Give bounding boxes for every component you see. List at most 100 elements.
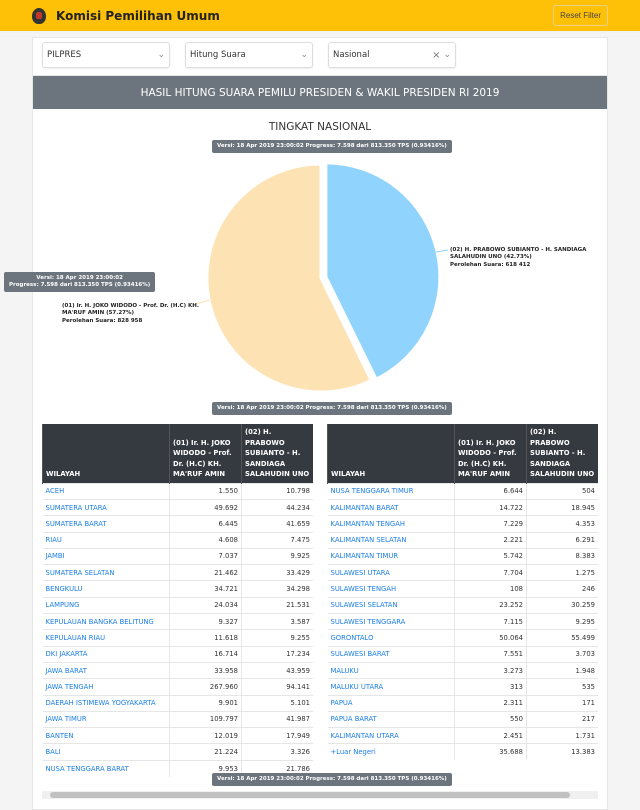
region-link[interactable]: KEPULAUAN RIAU	[42, 629, 170, 647]
vote-cell: 2.451	[454, 727, 527, 744]
vote-cell: 21.224	[169, 743, 242, 761]
table-row: NUSA TENGGARA BARAT 9.953 21.786	[42, 759, 313, 777]
vote-cell: 44.234	[241, 498, 313, 516]
table-row: RIAU 4.608 7.475	[42, 531, 313, 549]
region-link[interactable]: PAPUA BARAT	[327, 710, 455, 728]
table-row: MALUKU 3.273 1.948	[327, 661, 598, 679]
region-link[interactable]: MALUKU	[327, 661, 455, 679]
region-link[interactable]: KALIMANTAN BARAT	[327, 498, 455, 516]
region-link[interactable]: +Luar Negeri	[327, 743, 455, 761]
table-row: BANTEN 12.019 17.949	[42, 727, 313, 744]
region-link[interactable]: KALIMANTAN TENGAH	[327, 515, 455, 533]
pie-slice-01[interactable]	[205, 162, 374, 394]
region-link[interactable]: GORONTALO	[327, 629, 455, 647]
region-link[interactable]: KALIMANTAN UTARA	[327, 727, 455, 744]
region-link[interactable]: KALIMANTAN TIMUR	[327, 547, 455, 565]
region-link[interactable]: SULAWESI SELATAN	[327, 596, 455, 614]
vote-cell: 7.229	[454, 515, 527, 533]
region-link[interactable]: BANTEN	[42, 727, 170, 744]
vote-cell: 3.587	[241, 613, 313, 630]
region-link[interactable]: BENGKULU	[42, 580, 170, 598]
vote-cell: 6.445	[169, 515, 242, 533]
table-row: SULAWESI UTARA 7.704 1.275	[327, 564, 598, 581]
vote-cell: 267.960	[169, 678, 242, 696]
vote-cell: 55.499	[526, 629, 598, 647]
version-badge-bottom: Versi: 18 Apr 2019 23:00:02 Progress: 7.…	[212, 773, 452, 787]
vote-cell: 14.722	[454, 498, 527, 516]
table-row: KALIMANTAN UTARA 2.451 1.731	[327, 727, 598, 744]
table-row: KALIMANTAN TIMUR 5.742 8.383	[327, 547, 598, 565]
vote-cell: 34.721	[169, 580, 242, 598]
region-value: Nasional	[333, 50, 370, 60]
region-link[interactable]: ACEH	[42, 482, 170, 500]
region-link[interactable]: SUMATERA SELATAN	[42, 564, 170, 581]
table-row: JAWA TENGAH 267.960 94.141	[42, 678, 313, 696]
count-mode-select[interactable]: Hitung Suara ⌄	[185, 42, 313, 68]
vote-cell: 34.298	[241, 580, 313, 598]
chevron-down-icon: ⌄	[300, 50, 308, 60]
pie-slice-02[interactable]	[324, 161, 442, 382]
vote-cell: 16.714	[169, 645, 242, 663]
col-candidate-02: (02) H. PRABOWO SUBIANTO - H. SANDIAGA S…	[241, 424, 313, 484]
region-link[interactable]: MALUKU UTARA	[327, 678, 455, 696]
region-link[interactable]: DAERAH ISTIMEWA YOGYAKARTA	[42, 694, 170, 712]
region-link[interactable]: JAWA TENGAH	[42, 678, 170, 696]
table-row: BALI 21.224 3.326	[42, 743, 313, 761]
pie-chart	[195, 161, 449, 394]
region-link[interactable]: SULAWESI TENGAH	[327, 580, 455, 598]
region-link[interactable]: NUSA TENGGARA BARAT	[42, 759, 170, 777]
vote-cell: 33.429	[241, 564, 313, 581]
table-row: DKI JAKARTA 16.714 17.234	[42, 645, 313, 663]
region-link[interactable]: LAMPUNG	[42, 596, 170, 614]
chevron-down-icon: ⌄	[157, 50, 165, 60]
vote-cell: 171	[526, 694, 598, 712]
level-subtitle: TINGKAT NASIONAL	[268, 121, 372, 133]
col-candidate-02: (02) H. PRABOWO SUBIANTO - H. SANDIAGA S…	[526, 424, 598, 484]
vote-cell: 18.945	[526, 498, 598, 516]
region-link[interactable]: JAWA BARAT	[42, 661, 170, 679]
vote-cell: 4.608	[169, 531, 242, 549]
vote-cell: 21.462	[169, 564, 242, 581]
scrollbar-thumb[interactable]	[50, 792, 570, 798]
table-row: SULAWESI SELATAN 23.252 30.259	[327, 596, 598, 614]
region-link[interactable]: SULAWESI BARAT	[327, 645, 455, 663]
vote-cell: 9.327	[169, 613, 242, 630]
region-link[interactable]: JAWA TIMUR	[42, 710, 170, 728]
region-link[interactable]: NUSA TENGGARA TIMUR	[327, 482, 455, 500]
table-row: +Luar Negeri 35.688 13.383	[327, 743, 598, 761]
vote-cell: 35.688	[454, 743, 527, 761]
region-link[interactable]: PAPUA	[327, 694, 455, 712]
region-link[interactable]: KALIMANTAN SELATAN	[327, 531, 455, 549]
vote-cell: 550	[454, 710, 527, 728]
vote-cell: 10.798	[241, 482, 313, 500]
table-row: SULAWESI TENGAH 108 246	[327, 580, 598, 598]
region-link[interactable]: SULAWESI TENGGARA	[327, 613, 455, 630]
clear-icon[interactable]: ×	[432, 49, 441, 61]
vote-cell: 5.742	[454, 547, 527, 565]
region-link[interactable]: RIAU	[42, 531, 170, 549]
region-link[interactable]: KEPULAUAN BANGKA BELITUNG	[42, 613, 170, 630]
brand-title[interactable]: Komisi Pemilihan Umum	[56, 8, 220, 23]
region-link[interactable]: SUMATERA BARAT	[42, 515, 170, 533]
vote-cell: 41.659	[241, 515, 313, 533]
vote-cell: 3.273	[454, 661, 527, 679]
vote-cell: 94.141	[241, 678, 313, 696]
vote-cell: 9.925	[241, 547, 313, 565]
region-link[interactable]: JAMBI	[42, 547, 170, 565]
region-link[interactable]: SULAWESI UTARA	[327, 564, 455, 581]
reset-filter-button[interactable]: Reset Filter	[553, 5, 608, 26]
vote-cell: 12.019	[169, 727, 242, 744]
table-row: SULAWESI BARAT 7.551 3.703	[327, 645, 598, 663]
vote-cell: 21.531	[241, 596, 313, 614]
region-select[interactable]: Nasional × ⌄	[328, 42, 456, 68]
vote-cell: 1.550	[169, 482, 242, 500]
region-link[interactable]: BALI	[42, 743, 170, 761]
election-type-select[interactable]: PILPRES ⌄	[42, 42, 170, 68]
results-table-left: WILAYAH (01) Ir. H. JOKO WIDODO - Prof. D…	[42, 424, 313, 777]
region-link[interactable]: SUMATERA UTARA	[42, 498, 170, 516]
region-link[interactable]: DKI JAKARTA	[42, 645, 170, 663]
vote-cell: 9.953	[169, 759, 242, 777]
vote-cell: 9.295	[526, 613, 598, 630]
horizontal-scrollbar[interactable]	[42, 791, 598, 799]
vote-cell: 17.234	[241, 645, 313, 663]
